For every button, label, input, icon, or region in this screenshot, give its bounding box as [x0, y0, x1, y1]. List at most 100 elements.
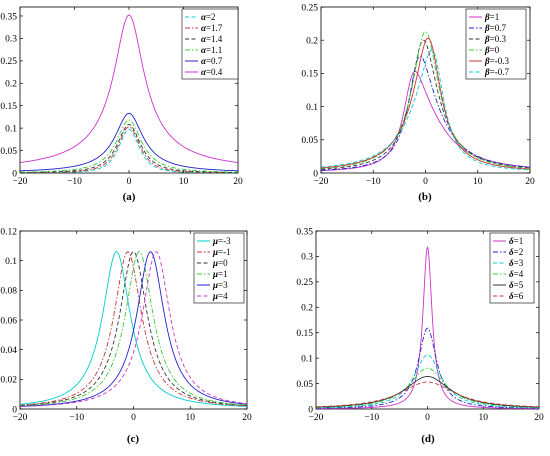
y-tick-label: 0.1	[306, 103, 318, 113]
legend-symbol: β	[484, 12, 490, 22]
legend-symbol: α	[201, 12, 207, 22]
y-tick-label: 0.15	[0, 102, 17, 112]
x-tick-label: −10	[366, 177, 381, 187]
series-line-5	[20, 112, 238, 172]
y-tick-label: 0.05	[0, 147, 17, 157]
y-tick-label: 0.2	[306, 37, 318, 47]
y-tick-label: 0.05	[296, 380, 313, 390]
legend-symbol: α	[201, 67, 207, 77]
x-tick-label: 10	[479, 413, 489, 423]
panel-2: −20 −10 0 10 2000.050.10.150.20.25β=1β=0.7β=…	[301, 3, 535, 203]
legend: δ=1δ=2δ=3δ=4δ=5δ=6	[489, 232, 535, 304]
legend-entry: β=-0.7	[484, 67, 509, 77]
legend-label: =1.4	[206, 34, 223, 44]
legend-symbol: α	[201, 56, 207, 66]
y-tick-label: 0	[308, 405, 313, 415]
legend-entry: δ=1	[509, 236, 523, 246]
y-tick-label: 0.25	[296, 278, 313, 288]
panel-label: (d)	[421, 433, 435, 445]
series-line-4	[20, 119, 238, 173]
y-tick-label: 0.04	[0, 346, 17, 356]
legend-label: =1	[218, 269, 228, 279]
legend-label: =0.7	[206, 56, 223, 66]
legend-label: =4	[514, 269, 524, 279]
panel-3: −20 −10 0 10 2000.020.040.060.080.10.12μ=-3μ…	[0, 227, 252, 445]
series-line-1	[321, 70, 530, 172]
y-tick-label: 0.3	[301, 253, 313, 263]
series-line-2	[20, 126, 238, 173]
series-line-1	[316, 245, 539, 409]
series-group	[321, 31, 530, 172]
legend-entry: μ=-3	[212, 236, 231, 246]
legend-label: =1	[514, 236, 524, 246]
legend-entry: μ=0	[212, 258, 228, 268]
legend-symbol: δ	[509, 236, 514, 246]
legend-entry: α=1.1	[201, 45, 222, 55]
y-tick-label: 0.35	[296, 227, 313, 237]
legend-box	[181, 8, 239, 80]
legend-entry: α=1.7	[201, 23, 223, 33]
legend-box	[489, 232, 535, 304]
legend-label: =5	[514, 280, 524, 290]
legend-symbol: β	[484, 45, 490, 55]
legend-symbol: μ	[212, 291, 218, 301]
y-tick-label: 0.25	[301, 3, 318, 13]
series-line-6	[316, 381, 539, 408]
legend-entry: β=0.7	[484, 23, 506, 33]
legend-entry: μ=3	[212, 280, 228, 290]
series-line-4	[20, 251, 247, 407]
legend-symbol: μ	[212, 280, 218, 290]
legend-label: =1	[490, 12, 500, 22]
legend-entry: μ=1	[212, 269, 228, 279]
x-tick-label: −20	[309, 413, 324, 423]
series-line-2	[20, 251, 247, 407]
legend-entry: α=2	[201, 12, 216, 22]
legend-symbol: μ	[212, 247, 218, 257]
legend-symbol: β	[484, 67, 490, 77]
legend-symbol: δ	[509, 280, 514, 290]
x-tick-label: −10	[69, 413, 84, 423]
x-tick-label: −10	[67, 177, 82, 187]
legend-entry: δ=6	[509, 291, 524, 301]
legend-label: =3	[218, 280, 228, 290]
legend: μ=-3μ=-1μ=0μ=1μ=3μ=4	[193, 232, 245, 304]
legend-entry: β=-0.3	[484, 56, 509, 66]
y-tick-label: 0.02	[0, 376, 17, 386]
panel-4: −20 −10 0 10 2000.050.10.150.20.250.30.35δ=1…	[296, 227, 544, 445]
legend: β=1β=0.7β=0.3β=0β=-0.3β=-0.7	[465, 8, 527, 80]
legend-label: =2	[514, 247, 524, 257]
x-tick-label: −20	[13, 177, 28, 187]
y-tick-label: 0.2	[5, 80, 17, 90]
legend-box	[193, 232, 245, 304]
legend-entry: β=1	[484, 12, 499, 22]
series-line-5	[20, 251, 247, 407]
series-line-3	[20, 251, 247, 406]
y-tick-label: 0.15	[296, 329, 313, 339]
legend-label: =-0.7	[490, 67, 510, 77]
y-tick-label: 0.05	[301, 136, 318, 146]
y-tick-label: 0.06	[0, 316, 17, 326]
y-tick-label: 0.2	[301, 304, 313, 314]
series-group	[20, 14, 238, 173]
legend-label: =-0.3	[490, 56, 510, 66]
legend-entry: δ=5	[509, 280, 524, 290]
y-tick-label: 0	[313, 169, 318, 179]
legend-symbol: δ	[509, 247, 514, 257]
legend-entry: δ=3	[509, 258, 524, 268]
legend-entry: α=1.4	[201, 34, 223, 44]
legend-symbol: β	[484, 23, 490, 33]
legend-entry: α=0.7	[201, 56, 223, 66]
x-tick-label: −10	[364, 413, 379, 423]
x-tick-label: 10	[186, 413, 196, 423]
legend-symbol: β	[484, 34, 490, 44]
y-tick-label: 0.15	[301, 70, 318, 80]
legend-label: =-3	[218, 236, 231, 246]
legend-entry: μ=-1	[212, 247, 231, 257]
legend-symbol: μ	[212, 258, 218, 268]
legend-label: =0	[218, 258, 228, 268]
panel-label: (a)	[123, 191, 136, 203]
x-tick-label: 10	[473, 177, 483, 187]
series-line-6	[20, 251, 247, 408]
x-tick-label: 0	[127, 177, 132, 187]
